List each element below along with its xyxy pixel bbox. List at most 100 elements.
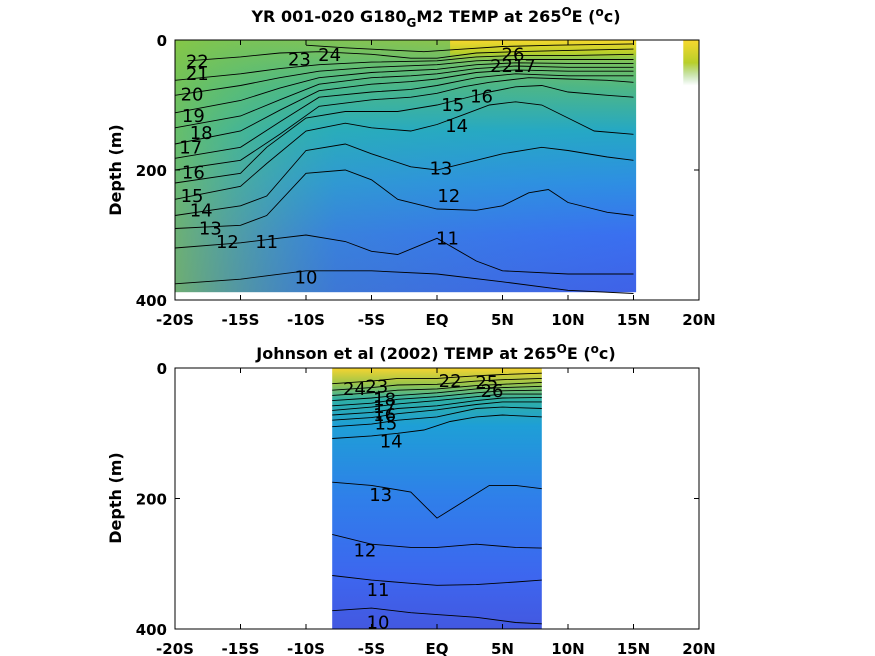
top-panel: YR 001-020 G180GM2 TEMP at 265OE (oc) 22… [106,5,716,329]
top-y-tick-label: 400 [136,292,167,310]
top-title-end: c) [604,7,621,26]
top-contour-14 [174,101,634,200]
bottom-x-axis: -20S -15S -10S -5S EQ 5N 10N 15N 20N [156,368,716,656]
top-contour-label: 23 [288,50,311,71]
top-x-axis: -20S -15S -10S -5S EQ 5N 10N 15N 20N [156,40,716,329]
top-contour-label: 2217 [490,56,536,77]
bottom-x-tick-label: -15S [222,640,260,656]
top-x-tick-label: 5N [491,311,514,329]
bottom-x-tick-label: -5S [358,640,385,656]
top-contour-label: 16 [182,163,205,184]
top-contour-21 [174,59,634,96]
bottom-title-end: c) [599,344,616,363]
bottom-contour-13 [332,481,542,519]
top-title: YR 001-020 G180GM2 TEMP at 265OE (oc) [250,5,620,30]
bottom-contours [332,372,542,625]
top-contour-label: 11 [436,228,459,249]
bottom-contour-label: 25 [475,372,498,393]
top-contour-22 [174,53,634,81]
bottom-contour-label: 16 [373,405,396,426]
top-contour-label: 16 [470,87,493,108]
bottom-contour-21 [332,381,542,396]
top-contour-17 [174,73,634,159]
bottom-y-axis-label: Depth (m) [106,452,125,544]
top-contour-label: 15 [181,186,204,207]
bottom-contour-15 [332,406,542,428]
top-x-tick-label: EQ [426,311,449,329]
top-x-tick-label: -20S [156,311,194,329]
top-field-east-strip [683,40,699,86]
top-title-sup-deg: O [561,5,571,19]
top-contour-label: 21 [186,64,209,85]
bottom-x-tick-label: 10N [551,640,584,656]
bottom-contour-label: 17 [373,397,396,418]
top-contour-label: 24 [318,45,341,66]
top-contour-10 [174,270,634,294]
bottom-contour-23 [332,372,542,385]
bottom-title-main: Johnson et al (2002) TEMP at 265 [255,344,556,363]
bottom-x-tick-label: EQ [426,640,449,656]
bottom-contour-12 [332,533,542,549]
top-title-rest: M2 TEMP at 265 [416,7,561,26]
top-contour-label: 17 [179,137,202,158]
top-y-tick-label: 200 [136,162,167,180]
bottom-title-sup-o: o [591,342,599,356]
top-x-tick-label: -5S [358,311,385,329]
bottom-contour-label: 15 [374,413,397,434]
top-contour-label: 11 [255,232,278,253]
bottom-contour-label: 13 [369,485,392,506]
bottom-x-tick-label: 20N [682,640,715,656]
bottom-y-axis: 0 200 400 [136,360,699,639]
top-y-axis-label: Depth (m) [106,124,125,216]
bottom-y-tick-label: 200 [136,491,167,509]
top-title-sup-o: o [595,5,603,19]
top-contours [174,43,634,294]
bottom-contour-10 [332,607,542,625]
top-contour-label: 12 [437,186,460,207]
top-x-tick-label: 15N [617,311,650,329]
bottom-panel: Johnson et al (2002) TEMP at 265OE (oc) … [106,342,716,656]
bottom-contour-14 [332,414,542,439]
bottom-x-tick-label: 15N [617,640,650,656]
top-contour-12 [174,169,634,229]
top-contour-23 [188,48,634,62]
top-contour-label: 13 [199,219,222,240]
top-title-mid: E ( [572,7,596,26]
bottom-contour-18 [332,393,542,411]
top-contour-label: 13 [429,159,452,180]
bottom-x-tick-label: 5N [491,640,514,656]
top-contour-16 [174,77,634,171]
bottom-contour-11 [332,575,542,586]
bottom-contour-16 [332,401,542,421]
bottom-contour-label: 10 [367,612,390,633]
bottom-title-mid: E ( [567,344,591,363]
top-contour-label: 22 [186,51,209,72]
top-x-tick-label: -15S [222,311,260,329]
top-contour-label: 18 [190,123,213,144]
top-title-subscript: G [406,16,416,30]
top-field-bottom-mask [175,292,638,300]
bottom-contour-19 [332,389,542,407]
bottom-x-tick-label: -20S [156,640,194,656]
top-contour-label: 12 [216,232,239,253]
top-contour-label: 26 [502,44,525,65]
bottom-contour-22 [332,377,542,391]
top-x-tick-label: -10S [287,311,325,329]
top-y-axis: 0 200 400 [136,32,699,310]
top-contour-label: 14 [190,200,213,221]
bottom-y-tick-label: 0 [157,360,167,378]
bottom-contour-label: 26 [481,381,504,402]
top-contour-label: 14 [445,116,468,137]
top-x-tick-label: 20N [682,311,715,329]
top-contour-label: 15 [441,95,464,116]
top-contour-label: 10 [295,267,318,288]
top-contour-11 [174,234,634,275]
top-contour-13 [174,143,634,216]
top-contour-20 [174,62,634,114]
bottom-contour-label: 18 [373,389,396,410]
top-contour-24 [305,43,634,53]
